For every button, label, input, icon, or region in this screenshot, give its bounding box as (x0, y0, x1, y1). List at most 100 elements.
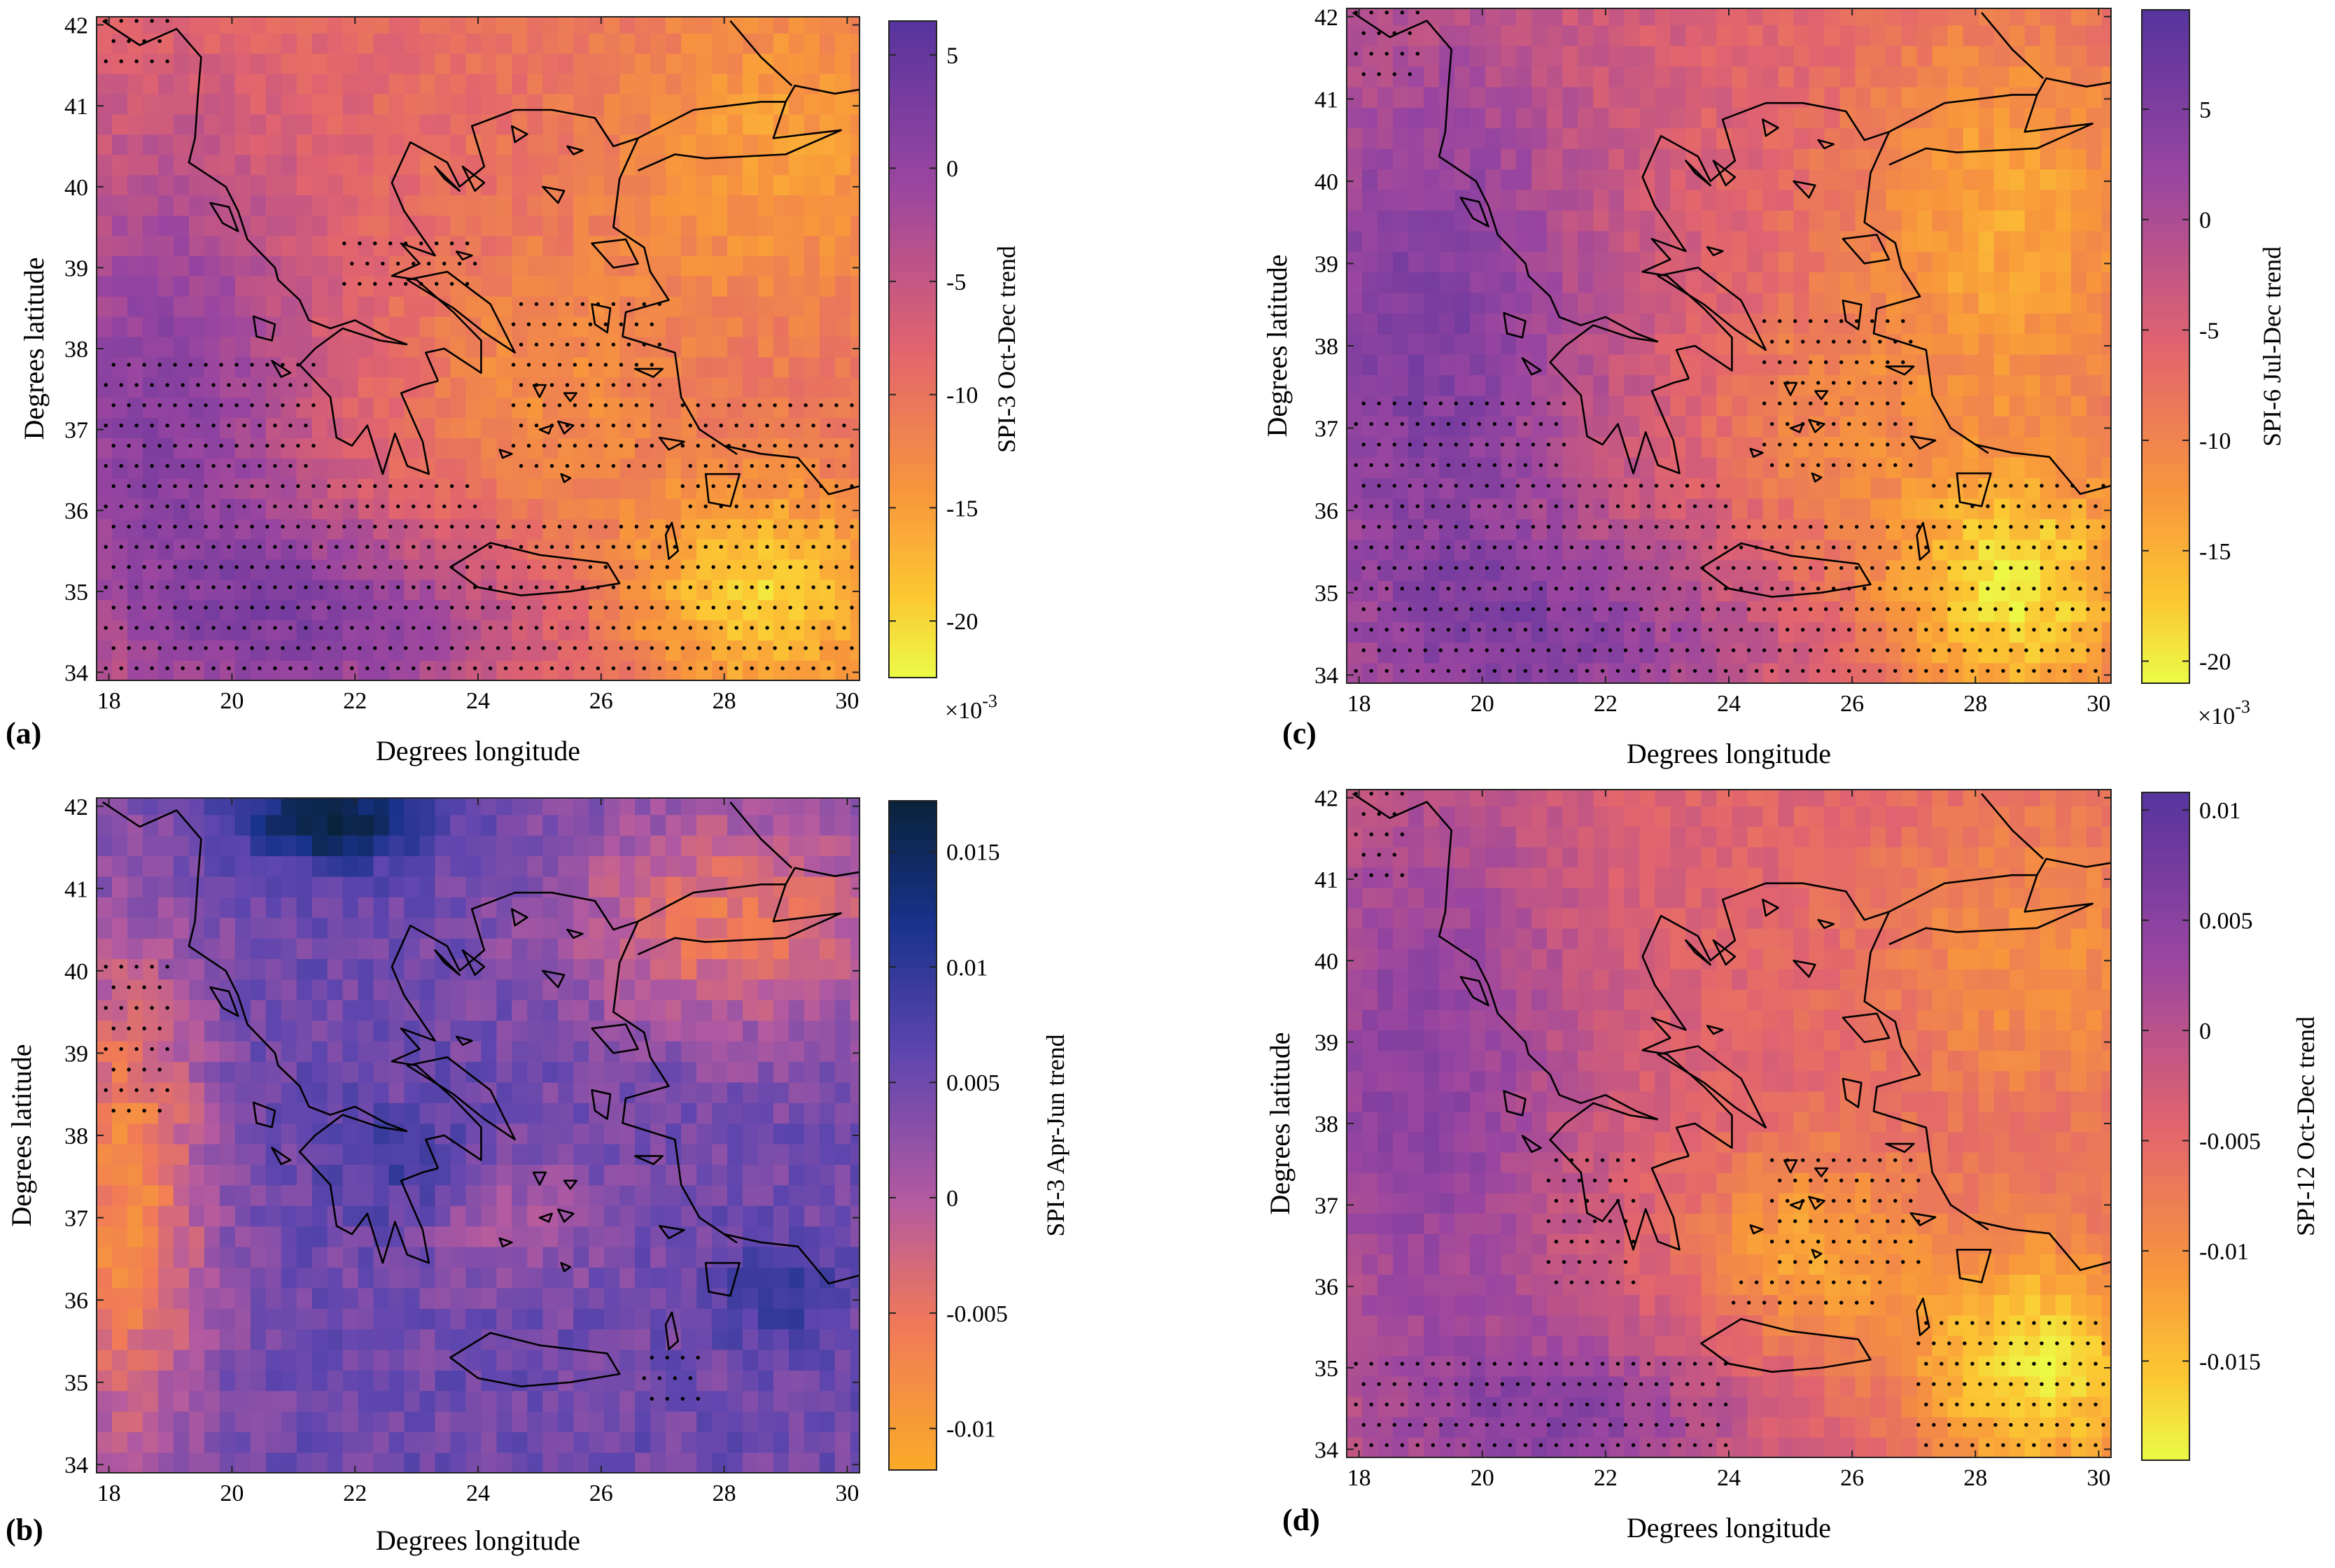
heatmap-cell (650, 855, 666, 877)
heatmap-cell (1978, 621, 1995, 643)
heatmap-cell (604, 518, 620, 540)
heatmap-cell (419, 834, 436, 857)
significance-dot (780, 463, 785, 468)
heatmap-cell (758, 1164, 774, 1186)
significance-dot (580, 463, 585, 468)
heatmap-cell (542, 640, 559, 661)
heatmap-cell (1531, 580, 1548, 602)
heatmap-cell (712, 1061, 728, 1083)
heatmap-cell (358, 855, 374, 877)
heatmap-cell (696, 316, 713, 337)
heatmap-cell (219, 1040, 236, 1062)
heatmap-cell (773, 1102, 790, 1124)
heatmap-cell (666, 1123, 682, 1144)
heatmap-cell (265, 1308, 282, 1330)
heatmap-cell (2040, 662, 2056, 684)
heatmap-cell (850, 958, 860, 980)
heatmap-cell (850, 1246, 860, 1268)
heatmap-cell (512, 255, 528, 276)
significance-dot (519, 383, 524, 387)
heatmap-cell (419, 897, 436, 918)
heatmap-cell (435, 134, 451, 155)
heatmap-cell (311, 458, 328, 479)
heatmap-cell (157, 1061, 174, 1083)
significance-dot (419, 241, 423, 246)
significance-dot (650, 646, 654, 650)
significance-dot (557, 403, 562, 407)
heatmap-cell (2055, 559, 2072, 581)
heatmap-cell (589, 1000, 605, 1021)
heatmap-cell (496, 518, 513, 540)
significance-dot (342, 565, 346, 569)
heatmap-cell (234, 154, 251, 176)
significance-dot (427, 626, 431, 630)
heatmap-cell (188, 295, 205, 317)
significance-dot (834, 606, 839, 610)
colorbar-segment (889, 453, 937, 460)
heatmap-cell (2086, 498, 2103, 519)
heatmap-cell (465, 599, 482, 621)
heatmap-cell (542, 917, 559, 939)
heatmap-cell (1470, 559, 1486, 581)
heatmap-cell (112, 876, 128, 897)
heatmap-cell (327, 336, 344, 358)
heatmap-cell (1947, 662, 1964, 684)
heatmap-cell (788, 1164, 805, 1186)
heatmap-cell (173, 1143, 190, 1165)
heatmap-cell (465, 134, 482, 155)
heatmap-cell (142, 17, 159, 34)
heatmap-cell (465, 559, 482, 580)
heatmap-cell (512, 397, 528, 419)
heatmap-cell (773, 195, 790, 216)
significance-dot (157, 403, 162, 407)
heatmap-cell (281, 814, 297, 836)
heatmap-cell (619, 438, 636, 458)
significance-dot (850, 606, 854, 610)
heatmap-cell (727, 154, 743, 176)
colorbar-segment (889, 86, 937, 93)
heatmap-cell (650, 1246, 666, 1268)
heatmap-cell (481, 917, 498, 939)
colorbar-segment (889, 404, 937, 410)
heatmap-cell (142, 1123, 159, 1144)
heatmap-cell (204, 937, 220, 960)
significance-dot (626, 666, 631, 671)
heatmap-cell (527, 1432, 544, 1453)
significance-dot (619, 524, 624, 528)
heatmap-cell (281, 255, 297, 276)
heatmap-cell (97, 356, 113, 378)
heatmap-cell (1408, 642, 1424, 664)
heatmap-cell (419, 356, 436, 378)
heatmap-cell (1639, 662, 1656, 684)
heatmap-cell (157, 1349, 174, 1371)
heatmap-cell (1377, 642, 1394, 664)
heatmap-cell (281, 73, 297, 94)
heatmap-cell (373, 276, 390, 297)
heatmap-cell (265, 538, 282, 560)
heatmap-cell (1932, 601, 1949, 622)
heatmap-cell (311, 53, 328, 74)
heatmap-cell (204, 53, 220, 74)
significance-dot (396, 545, 400, 549)
heatmap-cell (127, 73, 143, 94)
heatmap-cell (589, 113, 605, 135)
heatmap-cell (1655, 601, 1671, 622)
significance-dot (619, 606, 624, 610)
heatmap-cell (435, 599, 451, 621)
heatmap-cell (834, 1123, 851, 1144)
heatmap-cell (773, 834, 790, 857)
heatmap-cell (327, 478, 344, 499)
heatmap-cell (450, 215, 467, 236)
significance-dot (435, 484, 439, 489)
significance-dot (273, 504, 277, 509)
heatmap-cell (342, 356, 359, 378)
heatmap-cell (743, 377, 759, 398)
significance-dot (811, 463, 815, 468)
heatmap-cell (819, 1246, 836, 1268)
heatmap-cell (788, 93, 805, 115)
heatmap-cell (635, 538, 651, 560)
heatmap-cell (1963, 559, 1979, 581)
heatmap-cell (604, 1143, 620, 1165)
heatmap-cell (819, 1164, 836, 1186)
